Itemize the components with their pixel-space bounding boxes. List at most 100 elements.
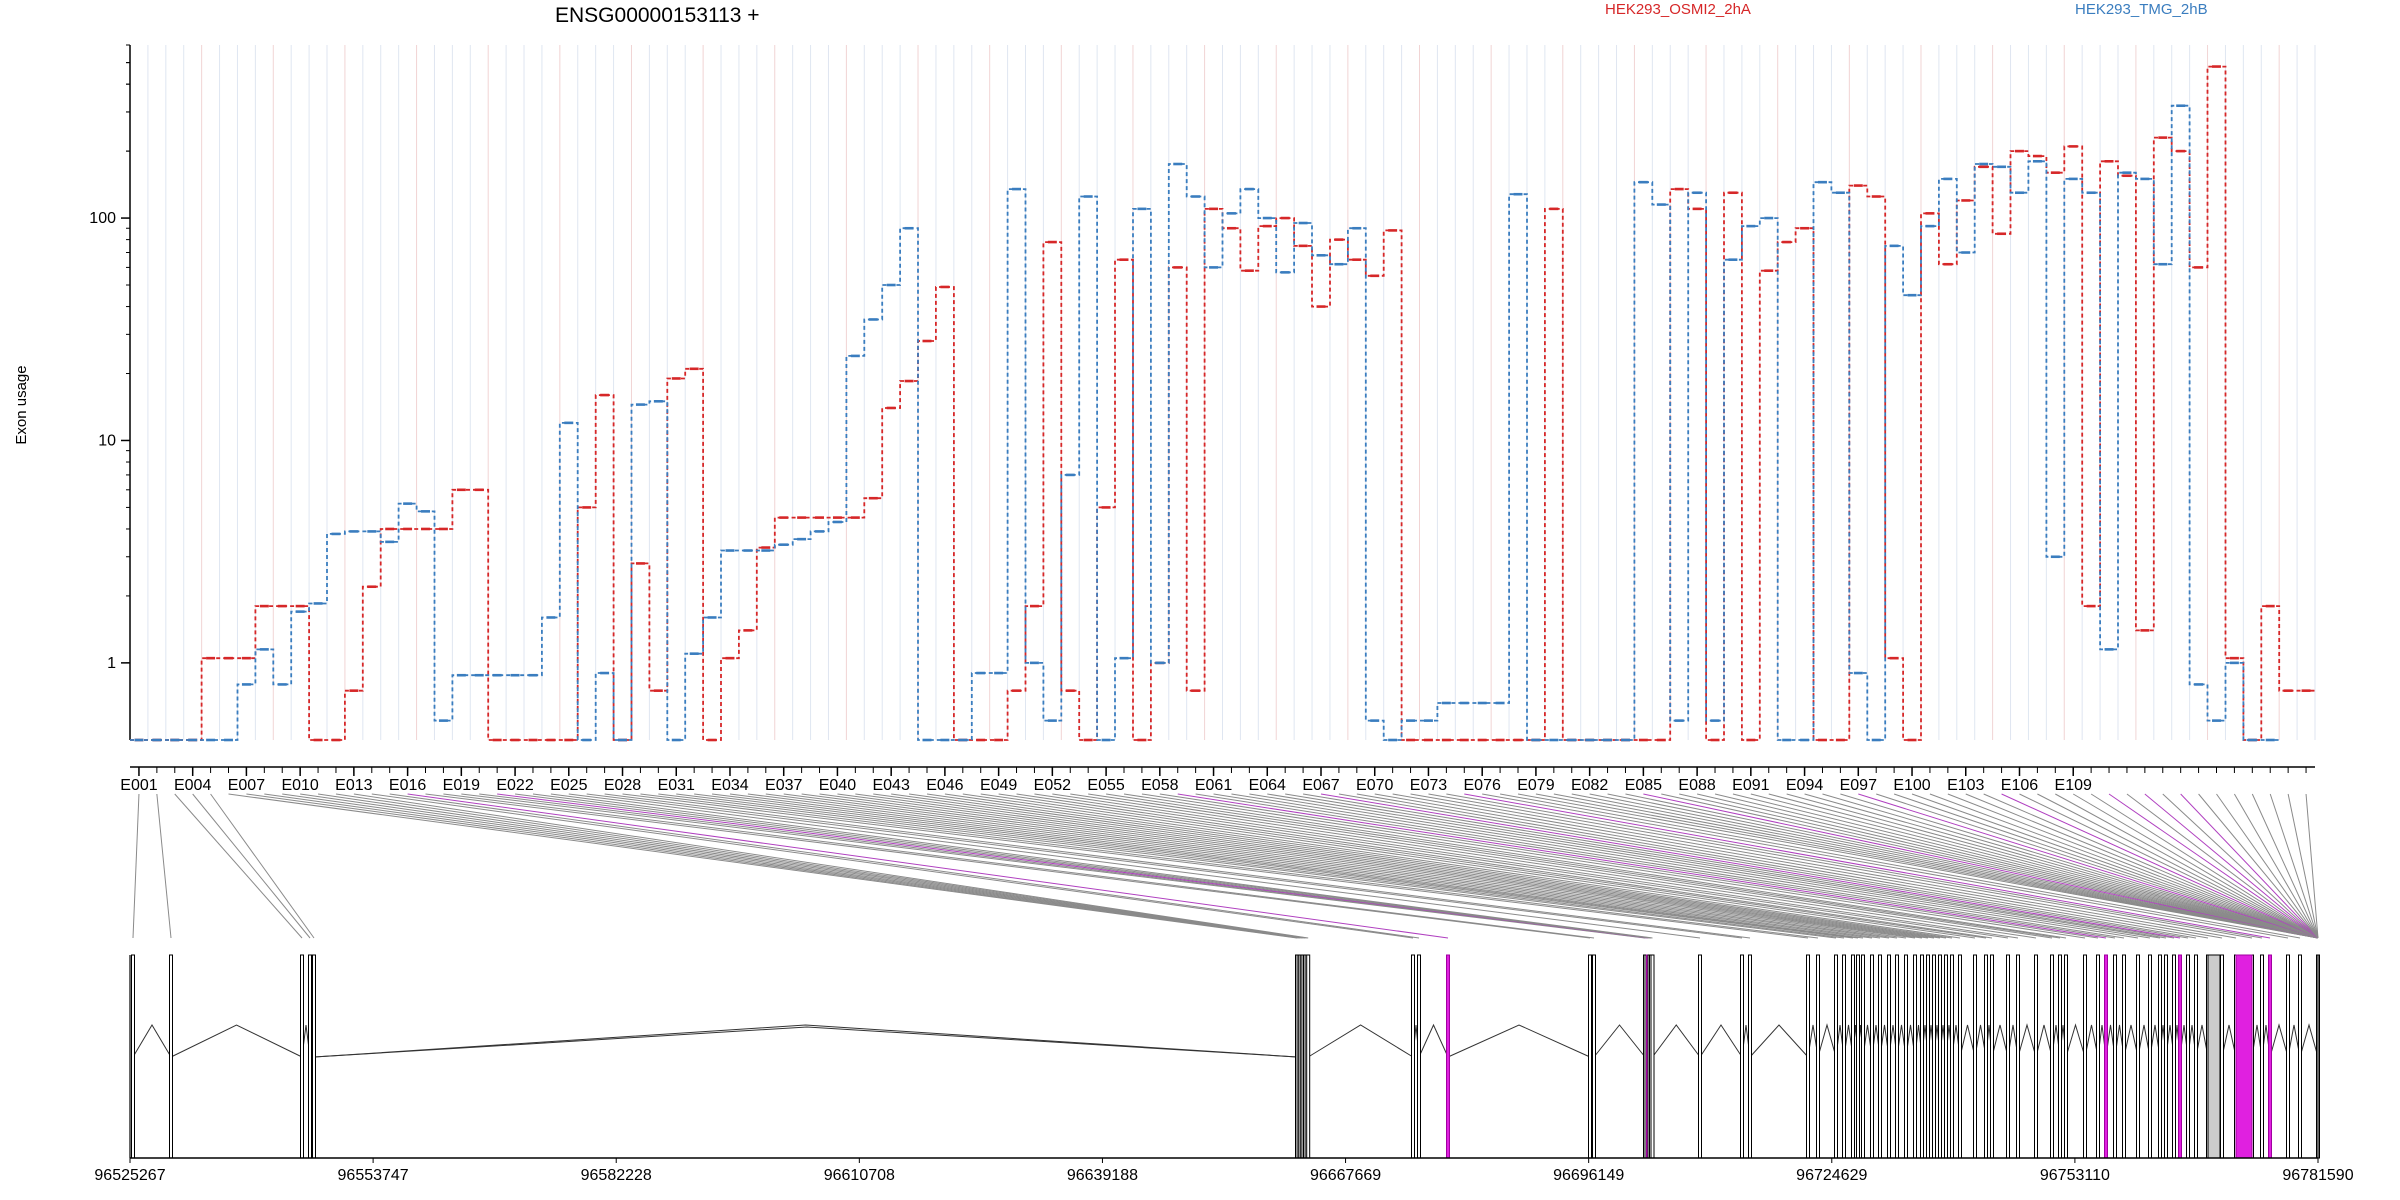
connector-line: [2144, 793, 2319, 939]
exon-tick-label: E100: [1893, 777, 1930, 794]
y-tick-label: 100: [89, 210, 116, 227]
connector-line: [1679, 793, 2319, 939]
connector-line: [819, 793, 1907, 939]
exon-tick-label: E025: [550, 777, 587, 794]
genomic-tick-label: 96667669: [1310, 1167, 1381, 1184]
intron-connector: [2269, 1023, 2289, 1058]
connector-line: [371, 793, 1414, 939]
exon-tick-label: E013: [335, 777, 372, 794]
exon-box: [2178, 954, 2182, 1159]
connector-line: [1589, 793, 2319, 939]
connector-line: [1696, 793, 2319, 939]
exon-tick-label: E070: [1356, 777, 1393, 794]
intron-connector: [2084, 1024, 2099, 1058]
exon-box: [2034, 954, 2038, 1159]
exon-box: [2158, 954, 2162, 1159]
connector-line: [1016, 793, 1993, 939]
connector-line: [873, 793, 1929, 939]
exon-box-grey: [2207, 954, 2221, 1159]
connector-line: [712, 793, 1859, 939]
connector-line: [1535, 793, 2319, 939]
exon-box: [2050, 954, 2054, 1159]
exon-box: [1913, 954, 1917, 1159]
exon-box: [2172, 954, 2176, 1159]
connector-line: [1303, 793, 2175, 939]
exon-box: [1887, 954, 1891, 1159]
connector-line: [1249, 793, 2151, 939]
connector-line: [497, 793, 1649, 939]
exon-tick-label: E082: [1571, 777, 1608, 794]
exon-box: [2298, 954, 2302, 1159]
exon-tick-label: E097: [1840, 777, 1877, 794]
connector-line: [2001, 793, 2319, 939]
connector-line: [765, 793, 1881, 939]
exon-tick-label: E022: [496, 777, 533, 794]
exon-tick-label: E052: [1034, 777, 1071, 794]
connector-line: [568, 793, 1701, 939]
connector-line: [783, 793, 1890, 939]
exon-tick-label: E106: [2001, 777, 2038, 794]
exon-box: [1878, 954, 1882, 1159]
exon-tick-label: E058: [1141, 777, 1178, 794]
genomic-tick-label: 96753110: [2040, 1167, 2110, 1184]
connector-line: [1231, 793, 2139, 939]
y-tick-label: 1: [107, 655, 116, 672]
exon-box: [2064, 954, 2068, 1159]
exon-box: [2136, 954, 2140, 1159]
connector-line: [2269, 793, 2319, 939]
genomic-tick-label: 96781590: [2282, 1167, 2353, 1184]
connector-line: [1822, 793, 2319, 939]
genomic-tick-label: 96582228: [581, 1167, 652, 1184]
exon-tick-label: E079: [1517, 777, 1554, 794]
connector-line: [192, 793, 311, 939]
connector-line: [1428, 793, 2253, 939]
connector-line: [1410, 793, 2237, 939]
connector-line: [909, 793, 1941, 939]
connector-line: [962, 793, 1961, 939]
connector-line: [1070, 793, 2037, 939]
intron-connector: [2299, 1023, 2319, 1058]
exon-box: [1834, 954, 1838, 1159]
connector-line: [1446, 793, 2263, 939]
intron-connector: [1593, 1024, 1646, 1058]
intron-connector: [1959, 1024, 1976, 1058]
connector-line: [389, 793, 1420, 939]
exon-box: [2083, 954, 2087, 1159]
connector-line: [1123, 793, 2067, 939]
exon-tick-label: E016: [389, 777, 426, 794]
connector-line: [891, 793, 1935, 939]
connector-line: [443, 793, 1595, 939]
genomic-tick-label: 96639188: [1067, 1167, 1138, 1184]
connector-line: [1338, 793, 2189, 939]
exon-box: [1306, 954, 1311, 1159]
connector-line: [1768, 793, 2319, 939]
exon-tick-label: E043: [872, 777, 909, 794]
connector-line: [837, 793, 1916, 939]
connector-line: [1177, 793, 2107, 939]
connector-line: [461, 793, 1646, 939]
connector-line: [228, 793, 1298, 939]
exon-box: [1895, 954, 1899, 1159]
legend-series-tmg: HEK293_TMG_2hB: [2075, 1, 2208, 18]
exon-tick-label: E091: [1732, 777, 1769, 794]
legend-series-osmi2: HEK293_OSMI2_2hA: [1605, 1, 1751, 18]
exon-box: [2194, 954, 2198, 1159]
intron-connector: [1699, 1024, 1743, 1058]
exon-tick-label: E007: [228, 777, 265, 794]
exon-tick-label: E019: [443, 777, 480, 794]
exon-axis: E001 E004 E007 E010 E013 E016 E019 E022 E025 E028…: [120, 766, 2315, 794]
connector-line: [676, 793, 1845, 939]
exon-box: [2148, 954, 2152, 1159]
connector-line: [479, 793, 1647, 939]
genomic-tick-label: 96553747: [338, 1167, 409, 1184]
exon-box: [1990, 954, 1994, 1159]
connector-line: [317, 793, 1306, 939]
connector-line: [640, 793, 1819, 939]
genomic-coordinate-axis: 96525267 96553747 96582228 96610708 96639188…: [94, 1157, 2354, 1184]
exon-box: [2122, 954, 2126, 1159]
connector-line: [1482, 793, 2289, 939]
exon-tick-label: E073: [1410, 777, 1447, 794]
connector-line: [2090, 793, 2319, 939]
exon-box: [1861, 954, 1865, 1159]
series-lines: [130, 65, 2315, 742]
